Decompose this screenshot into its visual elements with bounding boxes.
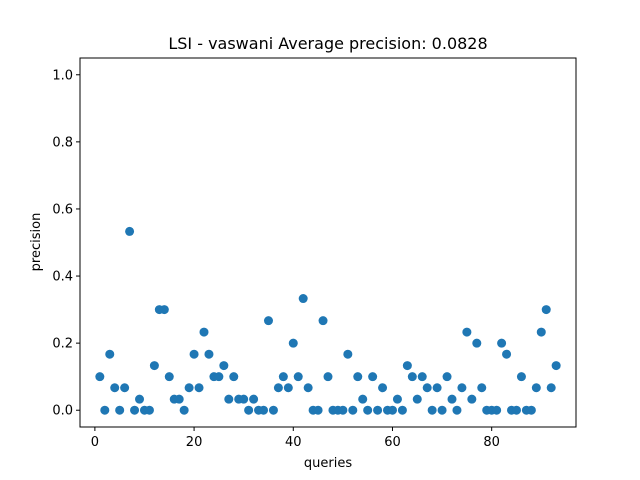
data-point [115,405,125,415]
data-point [422,383,432,393]
data-point [348,405,358,415]
data-point [273,383,283,393]
data-point [368,372,378,382]
data-point [100,405,110,415]
data-point [159,305,169,315]
data-point [244,405,254,415]
data-point [427,405,437,415]
data-point [497,338,507,348]
data-point [472,338,482,348]
data-point [378,383,388,393]
data-point [125,226,135,236]
data-point [536,327,546,337]
x-tick-label: 80 [483,435,500,450]
data-point [249,394,259,404]
data-point [323,372,333,382]
data-point [402,361,412,371]
chart-title: LSI - vaswani Average precision: 0.0828 [168,34,487,53]
data-point [120,383,130,393]
data-point [442,372,452,382]
x-axis-ticks: 0 20 40 60 80 [91,427,500,450]
data-point [502,349,512,359]
data-points [95,226,561,415]
y-axis-ticks: 0.0 0.2 0.4 0.6 0.8 1.0 [52,68,80,419]
data-point [387,405,397,415]
data-point [224,394,234,404]
x-tick-label: 0 [91,435,99,450]
data-point [199,327,209,337]
x-tick-label: 20 [186,435,203,450]
data-point [516,372,526,382]
data-point [492,405,502,415]
x-axis-label: queries [304,456,352,471]
data-point [194,383,204,393]
data-point [268,405,278,415]
data-point [477,383,487,393]
data-point [462,327,472,337]
data-point [184,383,194,393]
data-point [229,372,239,382]
data-point [437,405,447,415]
data-point [239,394,249,404]
data-point [214,372,224,382]
data-point [457,383,467,393]
data-point [417,372,427,382]
data-point [298,294,308,304]
data-point [288,338,298,348]
data-point [338,405,348,415]
data-point [110,383,120,393]
data-point [164,372,174,382]
y-tick-label: 0.2 [52,337,73,352]
data-point [432,383,442,393]
data-point [263,316,273,326]
data-point [219,361,229,371]
data-point [130,405,140,415]
data-point [95,372,105,382]
data-point [283,383,293,393]
data-point [189,349,199,359]
data-point [179,405,189,415]
data-point [318,316,328,326]
y-tick-label: 0.0 [52,404,73,419]
y-tick-label: 1.0 [52,68,73,83]
data-point [204,349,214,359]
y-tick-label: 0.4 [52,270,73,285]
data-point [541,305,551,315]
data-point [278,372,288,382]
data-point [313,405,323,415]
data-point [546,383,556,393]
data-point [373,405,383,415]
data-point [343,349,353,359]
data-point [452,405,462,415]
y-tick-label: 0.6 [52,202,73,217]
data-point [358,394,368,404]
data-point [149,361,159,371]
data-point [259,405,269,415]
data-point [467,394,477,404]
data-point [174,394,184,404]
data-point [531,383,541,393]
data-point [397,405,407,415]
data-point [363,405,373,415]
data-point [144,405,154,415]
x-tick-label: 60 [384,435,401,450]
data-point [392,394,402,404]
data-point [135,394,145,404]
data-point [105,349,115,359]
data-point [551,361,561,371]
x-tick-label: 40 [285,435,302,450]
plot-frame [79,57,577,428]
data-point [412,394,422,404]
data-point [353,372,363,382]
data-point [293,372,303,382]
data-point [407,372,417,382]
y-axis-label: precision [29,213,44,272]
y-tick-label: 0.8 [52,135,73,150]
data-point [303,383,313,393]
data-point [511,405,521,415]
data-point [526,405,536,415]
data-point [447,394,457,404]
